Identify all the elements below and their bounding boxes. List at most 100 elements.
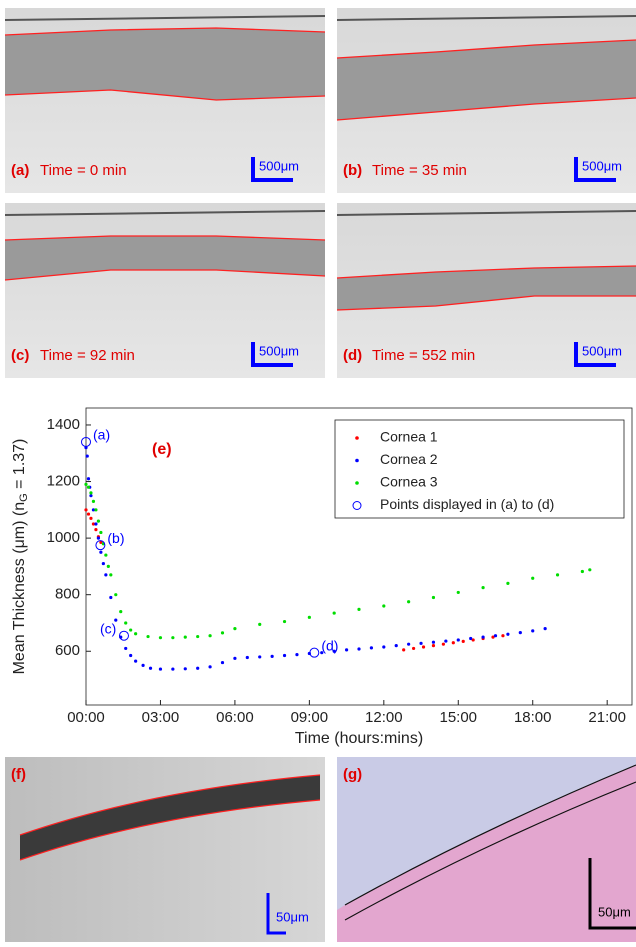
data-point bbox=[491, 635, 495, 639]
data-point bbox=[124, 646, 128, 651]
data-point bbox=[441, 642, 445, 646]
data-point bbox=[220, 660, 225, 665]
point-label: (a) bbox=[93, 427, 110, 443]
boundary-line bbox=[4, 89, 326, 101]
data-point bbox=[332, 611, 336, 615]
boundary-line bbox=[19, 799, 321, 861]
legend-box bbox=[334, 419, 625, 519]
data-point bbox=[94, 508, 98, 512]
data-point bbox=[431, 640, 436, 644]
data-point bbox=[91, 508, 96, 512]
scale-label: 50μm bbox=[598, 904, 631, 919]
x-tick-label: 06:00 bbox=[216, 709, 254, 726]
data-point bbox=[357, 647, 361, 651]
x-tick-label: 18:00 bbox=[514, 709, 552, 726]
data-point bbox=[407, 600, 411, 604]
data-point bbox=[444, 639, 448, 643]
data-point bbox=[86, 512, 91, 516]
panel-caption: Time = 0 min bbox=[40, 162, 127, 179]
data-point bbox=[106, 564, 110, 569]
data-point bbox=[531, 629, 535, 633]
x-tick-label: 21:00 bbox=[588, 709, 626, 726]
data-point bbox=[134, 659, 138, 663]
data-point bbox=[320, 651, 324, 655]
data-point bbox=[394, 644, 398, 648]
panel-label: (a) bbox=[11, 162, 29, 179]
scale-bar bbox=[574, 157, 616, 182]
cornea-band bbox=[337, 40, 636, 120]
data-point bbox=[258, 655, 262, 659]
histology-background bbox=[337, 757, 636, 910]
surface-line bbox=[4, 210, 326, 216]
data-point bbox=[357, 607, 361, 611]
data-point bbox=[382, 604, 386, 608]
data-point bbox=[369, 646, 374, 650]
data-point bbox=[158, 667, 163, 671]
highlight-point bbox=[309, 647, 320, 658]
y-axis-label-part: G bbox=[18, 493, 30, 502]
data-point bbox=[431, 595, 436, 600]
data-point bbox=[481, 586, 485, 590]
data-point bbox=[99, 530, 103, 535]
data-point bbox=[270, 654, 274, 658]
data-point bbox=[332, 649, 336, 653]
boundary-line bbox=[4, 27, 326, 36]
data-point bbox=[555, 573, 560, 577]
boundary-line bbox=[336, 295, 636, 311]
data-point bbox=[456, 638, 460, 642]
x-tick-label: 00:00 bbox=[67, 709, 105, 726]
data-point bbox=[94, 528, 98, 532]
scale-label: 500μm bbox=[259, 343, 299, 358]
legend-marker bbox=[355, 481, 359, 485]
data-point bbox=[412, 646, 416, 651]
data-point bbox=[421, 645, 426, 649]
data-point bbox=[220, 631, 225, 635]
data-point bbox=[148, 666, 153, 670]
surface-line bbox=[336, 210, 636, 216]
panel-caption: Time = 92 min bbox=[40, 347, 135, 364]
x-tick-label: 15:00 bbox=[439, 709, 477, 726]
data-point bbox=[461, 639, 465, 643]
data-point bbox=[129, 653, 133, 658]
data-point bbox=[543, 627, 547, 631]
data-point bbox=[101, 561, 105, 566]
y-tick-label: 1000 bbox=[47, 529, 80, 546]
data-point bbox=[295, 653, 299, 657]
panel-caption: Time = 552 min bbox=[372, 347, 475, 364]
data-point bbox=[382, 645, 386, 649]
scale-bar bbox=[588, 858, 636, 930]
data-point bbox=[208, 665, 212, 669]
boundary-line bbox=[336, 97, 636, 121]
scale-label: 500μm bbox=[582, 158, 622, 173]
data-point bbox=[282, 653, 287, 658]
point-label: (b) bbox=[107, 530, 124, 546]
panel-label: (c) bbox=[11, 347, 29, 364]
data-point bbox=[402, 648, 406, 652]
x-tick-label: 03:00 bbox=[142, 709, 180, 726]
data-point bbox=[114, 618, 118, 622]
data-point bbox=[481, 635, 485, 639]
data-point bbox=[141, 663, 145, 668]
data-point bbox=[99, 540, 103, 544]
boundary-line bbox=[336, 265, 636, 279]
scale-bar bbox=[574, 342, 616, 367]
data-point bbox=[196, 666, 200, 670]
legend-marker bbox=[352, 501, 362, 510]
annotation: (e) bbox=[152, 441, 172, 458]
epithelium-line bbox=[344, 781, 636, 921]
boundary-line bbox=[4, 235, 326, 241]
data-point bbox=[146, 634, 150, 639]
y-axis-label-part: Mean Thickness (μm) (n bbox=[11, 502, 28, 675]
data-point bbox=[109, 595, 113, 600]
data-point bbox=[129, 628, 133, 632]
panel-label: (b) bbox=[343, 162, 362, 179]
data-point bbox=[94, 522, 98, 526]
highlight-point bbox=[118, 630, 129, 641]
tissue-band bbox=[20, 775, 320, 860]
legend-marker bbox=[355, 436, 359, 440]
data-point bbox=[89, 516, 93, 520]
data-point bbox=[506, 632, 510, 636]
data-point bbox=[89, 491, 93, 495]
data-point bbox=[419, 641, 423, 645]
